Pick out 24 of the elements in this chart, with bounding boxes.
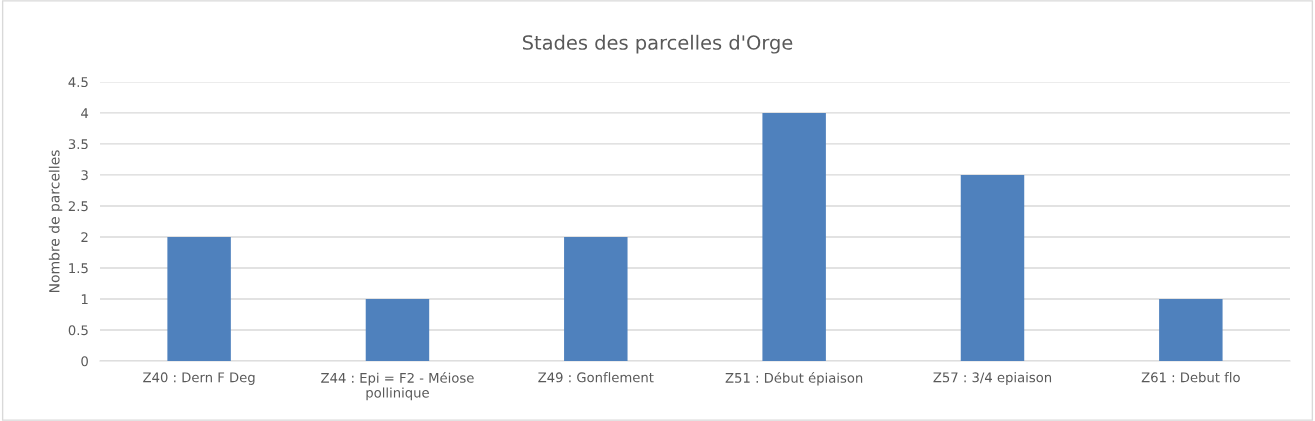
y-tick-label: 0.5 [68,325,88,336]
bar [1159,298,1223,362]
bar [564,236,628,362]
chart-title: Stades des parcelles d'Orge [522,34,793,54]
y-axis-title: Nombre de parcelles [48,150,63,292]
y-tick-label: 1.5 [69,263,88,274]
bar [365,298,430,362]
y-tick-label: 3 [81,170,88,181]
x-tick-label: Z61 : Debut flo [1141,372,1240,383]
x-tick-label: Z44 : Epi = F2 - Méiose pollinique [321,372,474,401]
y-tick-label: 4.5 [68,77,88,88]
y-tick-label: 2 [81,232,88,242]
x-tick-label: Z40 : Dern F Deg [143,372,255,385]
bar [762,112,826,362]
x-tick-label: Z49 : Gonflement [538,372,654,383]
x-tick-label: Z51 : Début épiaison [725,372,863,386]
bar [167,236,231,362]
x-tick-label: Z57 : 3/4 epiaison [933,372,1052,385]
bar [960,174,1025,362]
y-tick-label: 2.5 [68,201,88,212]
y-tick-label: 1 [81,294,88,304]
y-tick-label: 0 [81,356,88,367]
y-tick-label: 4 [81,108,89,118]
y-tick-label: 3.5 [68,139,88,150]
